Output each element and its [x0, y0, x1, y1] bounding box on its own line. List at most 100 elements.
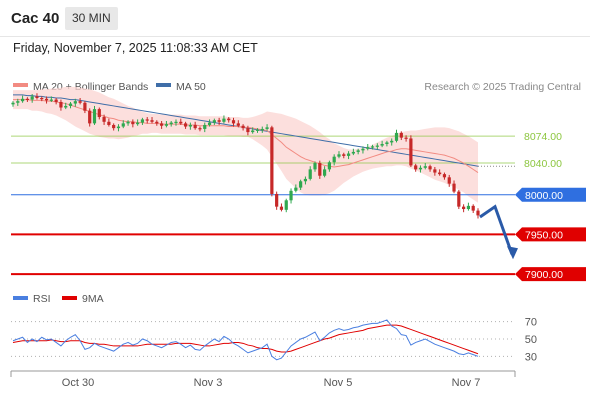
candle-body	[126, 121, 130, 124]
candle-body	[361, 148, 365, 151]
candle-body	[241, 125, 245, 129]
candle-body	[322, 169, 327, 176]
candle-body	[174, 121, 178, 123]
candle-body	[49, 99, 53, 101]
candle-body	[462, 206, 466, 210]
candle-body	[332, 156, 336, 163]
candle-body	[88, 110, 92, 124]
candle-body	[299, 181, 303, 188]
candle-body	[102, 117, 106, 122]
candle-body	[270, 127, 274, 194]
candle-body	[313, 163, 317, 170]
candle-body	[394, 132, 399, 141]
candle-body	[59, 101, 63, 108]
candle-body	[11, 102, 15, 105]
candle-body	[265, 127, 269, 129]
candle-body	[428, 166, 432, 170]
candle-body	[246, 128, 250, 133]
candle-body	[275, 193, 279, 207]
candle-body	[289, 190, 293, 201]
candle-body	[279, 206, 284, 210]
forecast-arrow	[479, 204, 518, 260]
candle-body	[327, 162, 331, 170]
level-label-0: 8074.00	[524, 131, 562, 143]
candle-body	[466, 205, 471, 210]
candle-body	[83, 102, 87, 111]
candle-body	[471, 205, 475, 211]
x-tick-label: Nov 5	[324, 377, 353, 389]
candle-body	[64, 105, 68, 108]
ma50-legend-label: MA 50	[176, 81, 206, 93]
candle-body	[370, 146, 375, 148]
bollinger-band-fill	[13, 86, 478, 203]
candle-body	[73, 101, 77, 104]
rsi-ma-line	[12, 324, 479, 355]
candle-body	[44, 98, 49, 101]
x-tick-label: Nov 3	[194, 377, 223, 389]
candle-body	[203, 124, 207, 129]
candle-body	[457, 191, 461, 207]
level-label-4: 7900.00	[525, 269, 563, 281]
rsi-ma-legend-swatch	[62, 296, 77, 300]
rsi-line	[12, 319, 479, 361]
candle-body	[337, 154, 341, 157]
rsi-legend-label: RSI	[33, 293, 51, 305]
candle-body	[155, 121, 159, 124]
candle-body	[284, 200, 288, 210]
candle-body	[217, 120, 221, 122]
rsi-ma-legend-label: 9MA	[82, 293, 104, 305]
candle-body	[131, 121, 135, 125]
rsi-tick-30: 30	[525, 351, 537, 363]
candle-body	[385, 142, 389, 144]
level-labels: 8074.00 8040.00 8000.00 7950.00 7900.00	[515, 131, 586, 282]
level-tag-4	[515, 267, 586, 282]
rsi-tick-70: 70	[525, 317, 537, 329]
top-bar: Cac 40 30 MIN	[0, 0, 590, 37]
candle-body	[136, 122, 140, 125]
candle-body	[116, 126, 121, 129]
candle-body	[346, 153, 351, 156]
level-label-2: 8000.00	[525, 190, 563, 202]
candle-body	[35, 96, 39, 98]
candle-body	[92, 109, 97, 124]
candle-body	[164, 124, 169, 126]
level-tag-3	[515, 227, 586, 242]
candle-body	[251, 130, 255, 133]
timeframe-button[interactable]: 30 MIN	[65, 7, 118, 30]
candle-body	[433, 169, 437, 173]
candle-body	[145, 119, 149, 121]
candle-body	[414, 165, 418, 170]
rsi-panel: 70 50 30	[11, 317, 537, 363]
candle-body	[356, 150, 360, 152]
candle-body	[303, 178, 308, 182]
candle-body	[409, 138, 413, 166]
candle-body	[40, 98, 44, 100]
level-tag-2	[515, 187, 586, 202]
candle-body	[231, 120, 236, 124]
candle-body	[308, 169, 312, 179]
candle-body	[68, 103, 73, 106]
candle-body	[212, 120, 216, 123]
candle-body	[20, 98, 25, 102]
candle-body	[78, 101, 82, 103]
x-axis: Oct 30 Nov 3 Nov 5 Nov 7	[10, 370, 516, 389]
candle-body	[447, 177, 451, 184]
candle-body	[404, 137, 408, 139]
candlesticks	[11, 93, 480, 219]
candle-body	[390, 140, 394, 143]
candle-body	[476, 210, 480, 216]
candle-body	[366, 147, 370, 149]
rsi-tick-50: 50	[525, 334, 537, 346]
candle-body	[150, 120, 154, 122]
candle-body	[30, 96, 34, 100]
candle-body	[25, 98, 29, 100]
candle-body	[399, 132, 403, 138]
candle-body	[227, 118, 231, 121]
candle-body	[294, 187, 298, 191]
candle-body	[423, 166, 427, 168]
forecast-arrowhead	[507, 246, 518, 260]
ma50-legend-swatch	[156, 83, 171, 87]
candle-body	[112, 124, 116, 129]
candle-body	[318, 163, 322, 176]
candle-body	[54, 99, 58, 102]
